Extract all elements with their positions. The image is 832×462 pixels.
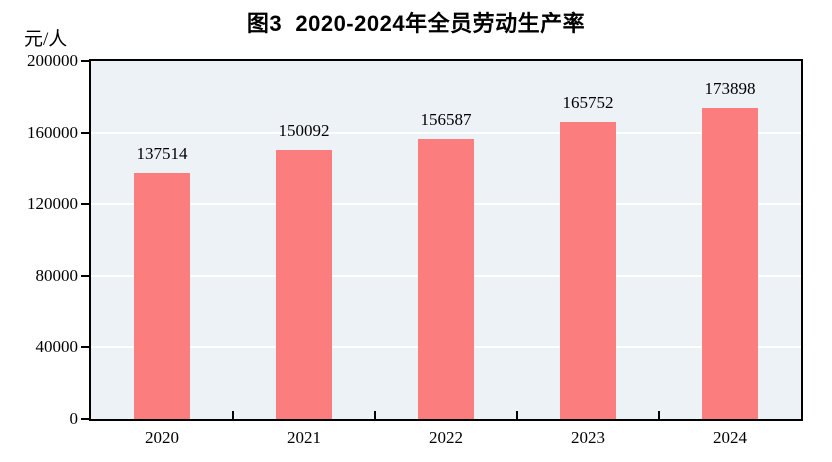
y-tick-label: 80000 [35, 265, 79, 285]
x-tick-mark [232, 411, 234, 419]
x-tick-mark [658, 411, 660, 419]
x-tick-label: 2024 [713, 428, 747, 447]
bar [134, 172, 190, 419]
x-tick-label: 2020 [145, 428, 179, 447]
y-tick-label: 120000 [27, 194, 78, 214]
bar [276, 150, 332, 419]
y-tick-mark [81, 274, 89, 277]
y-tick-mark [81, 346, 89, 349]
gridline [91, 131, 801, 134]
bar [702, 107, 758, 419]
bar-value-label: 150092 [278, 121, 330, 141]
y-tick-label: 200000 [27, 51, 78, 70]
x-tick-mark [374, 411, 376, 419]
y-tick-mark [81, 203, 89, 206]
y-tick-label: 40000 [35, 337, 79, 357]
bar [560, 122, 616, 419]
x-tick-label: 2022 [429, 428, 463, 447]
chart-title: 图3 2020-2024年全员劳动生产率 [246, 11, 586, 36]
bar-value-label: 156587 [420, 109, 472, 129]
y-tick-mark [81, 131, 89, 134]
x-tick-mark [516, 411, 518, 419]
y-tick-label: 160000 [27, 122, 78, 142]
y-tick-label: 0 [69, 409, 79, 428]
bar [418, 138, 474, 419]
bar-value-label: 173898 [704, 78, 756, 98]
y-tick-mark [81, 60, 89, 62]
plot-area: 137514 150092 156587 165752 173898 [89, 59, 803, 421]
y-tick-mark [81, 418, 89, 420]
bar-value-label: 165752 [562, 93, 614, 113]
y-axis-unit-label: 元/人 [24, 29, 68, 50]
bar-value-label: 137514 [136, 143, 188, 163]
x-tick-label: 2023 [571, 428, 605, 447]
x-axis: 2020 2021 2022 2023 2024 [91, 426, 801, 450]
x-tick-label: 2021 [287, 428, 321, 447]
